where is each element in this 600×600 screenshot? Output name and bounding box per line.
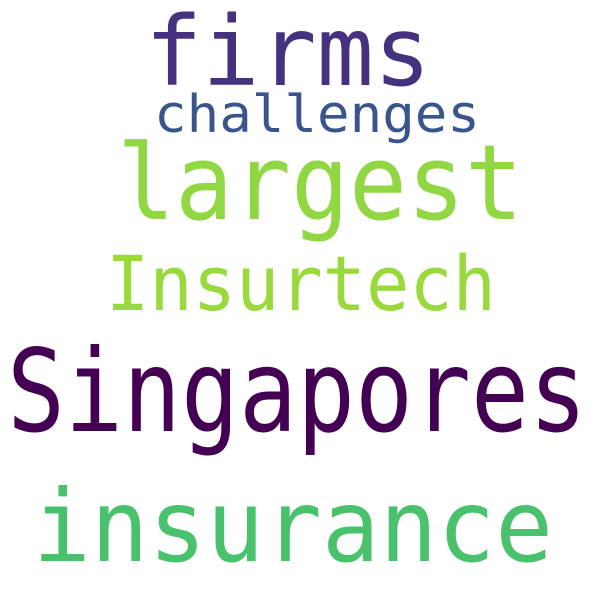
word-singapores: Singapores <box>7 325 588 458</box>
word-largest: largest <box>117 122 523 244</box>
word-firms: firms <box>145 0 432 108</box>
word-insurtech: Insurtech <box>106 239 496 328</box>
word-challenges: challenges <box>154 85 481 145</box>
word-insurance: insurance <box>33 468 554 585</box>
